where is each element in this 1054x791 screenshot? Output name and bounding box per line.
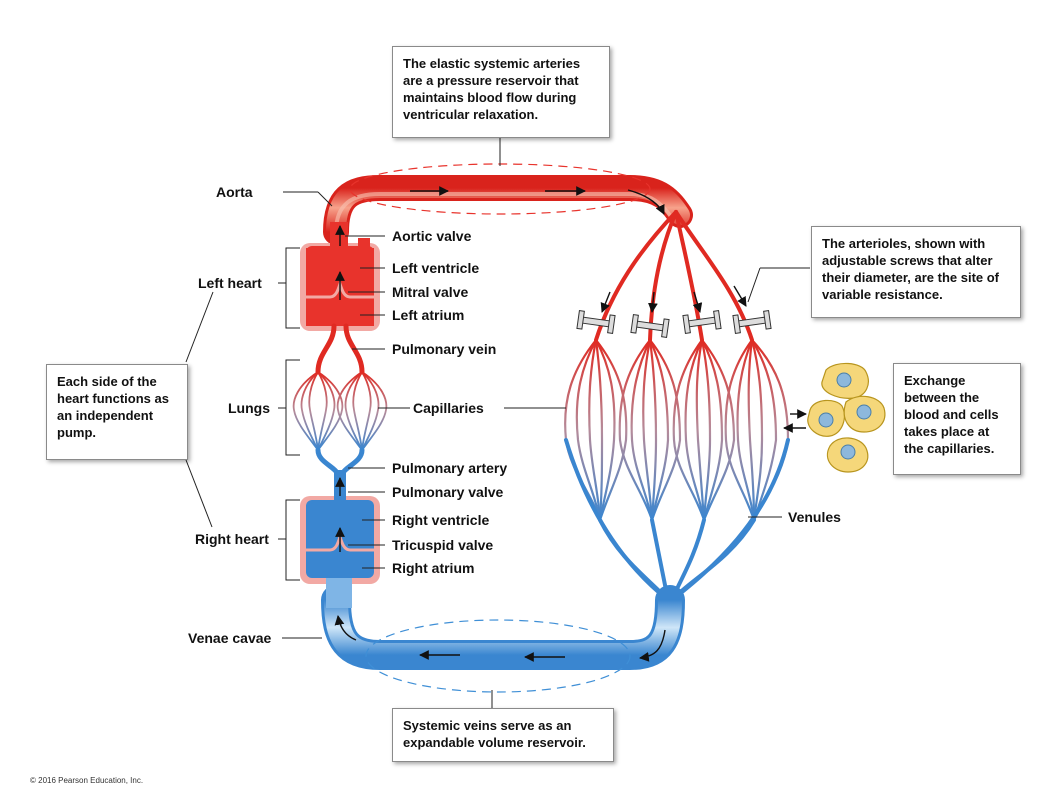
label-pulmonary-vein: Pulmonary vein xyxy=(392,341,496,357)
systemic-capillary-beds xyxy=(564,339,790,521)
vein-expansion-outline xyxy=(365,619,631,693)
label-aorta: Aorta xyxy=(216,184,253,200)
pulmonary-artery-branches xyxy=(315,447,365,477)
label-pulmonary-valve: Pulmonary valve xyxy=(392,484,503,500)
label-left-ventricle: Left ventricle xyxy=(392,260,479,276)
callout-exchange-text: Exchange between the blood and cells tak… xyxy=(904,373,999,456)
venae-cavae-vessel xyxy=(321,585,685,670)
callout-arteries: The elastic systemic arteries are a pres… xyxy=(392,46,610,138)
label-left-atrium: Left atrium xyxy=(392,307,464,323)
label-pulmonary-artery: Pulmonary artery xyxy=(392,460,507,476)
aorta-vessel xyxy=(323,175,693,245)
label-right-heart: Right heart xyxy=(195,531,269,547)
labels: Aorta Aortic valve Left heart Left ventr… xyxy=(188,184,841,646)
flow-arrows xyxy=(334,186,807,662)
label-mitral-valve: Mitral valve xyxy=(392,284,468,300)
label-venules: Venules xyxy=(788,509,841,525)
label-right-ventricle: Right ventricle xyxy=(392,512,489,528)
tissue-cells xyxy=(807,362,886,473)
label-tricuspid-valve: Tricuspid valve xyxy=(392,537,493,553)
callout-each-side: Each side of the heart functions as an i… xyxy=(46,364,188,460)
callout-exchange: Exchange between the blood and cells tak… xyxy=(893,363,1021,475)
callout-veins: Systemic veins serve as an expandable vo… xyxy=(392,708,614,762)
label-lungs: Lungs xyxy=(228,400,270,416)
label-capillaries: Capillaries xyxy=(413,400,484,416)
callout-arteries-text: The elastic systemic arteries are a pres… xyxy=(403,56,581,122)
venous-branches xyxy=(564,438,790,602)
label-left-heart: Left heart xyxy=(198,275,262,291)
callout-veins-text: Systemic veins serve as an expandable vo… xyxy=(403,718,586,750)
callout-each-side-text: Each side of the heart functions as an i… xyxy=(57,374,169,440)
leader-lines xyxy=(185,138,810,708)
arteriole-screws xyxy=(576,310,772,338)
label-venae-cavae: Venae cavae xyxy=(188,630,272,646)
label-aortic-valve: Aortic valve xyxy=(392,228,472,244)
lung-capillaries xyxy=(292,371,388,451)
callout-arterioles: The arterioles, shown with adjustable sc… xyxy=(811,226,1021,318)
copyright-notice: © 2016 Pearson Education, Inc. xyxy=(30,776,144,785)
venae-cavae-stem xyxy=(326,578,352,608)
label-right-atrium: Right atrium xyxy=(392,560,474,576)
arterial-branches xyxy=(594,210,754,342)
callout-arterioles-text: The arterioles, shown with adjustable sc… xyxy=(822,236,1000,302)
